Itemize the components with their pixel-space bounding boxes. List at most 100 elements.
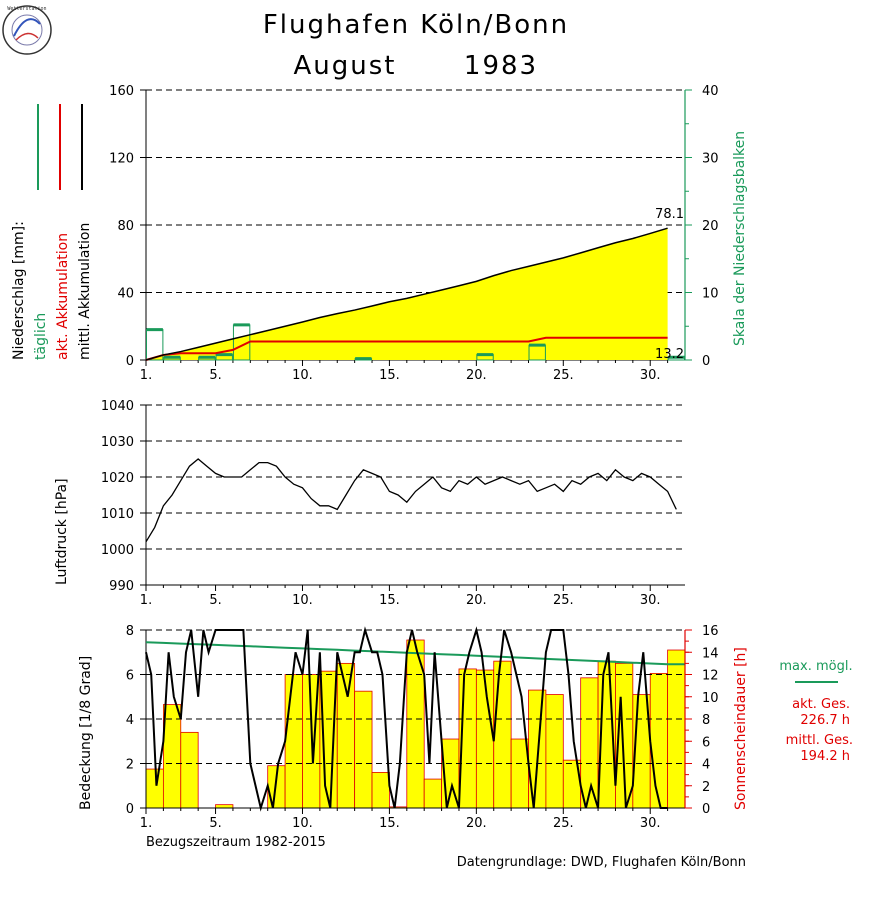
sunshine-bar bbox=[493, 660, 512, 809]
sunshine-panel: 0 2 4 6 8 1. 5. 10. 15. 20. 25. 30. 0 2 4 6 8 10 12 14 16 B… bbox=[78, 624, 853, 831]
pressure-ytick-label: 990 bbox=[109, 579, 134, 594]
sunshine-bar bbox=[545, 694, 564, 809]
cloud-xtick-label: 25. bbox=[553, 816, 574, 831]
sunshine-bar bbox=[423, 778, 442, 809]
mean-accumulation-area bbox=[146, 228, 668, 360]
sunshine-right-tick-label: 14 bbox=[702, 646, 719, 661]
sunshine-bar bbox=[580, 677, 599, 809]
pressure-ytick-label: 1010 bbox=[101, 507, 134, 522]
actual-end-label: 13.2 bbox=[655, 347, 684, 362]
precip-right-tick-label: 40 bbox=[702, 84, 719, 99]
cloud-ytick-label: 2 bbox=[126, 758, 134, 773]
cloud-ytick-label: 0 bbox=[126, 802, 134, 817]
pressure-xtick-label: 25. bbox=[553, 593, 574, 608]
sunshine-right-tick-label: 16 bbox=[702, 624, 719, 639]
sunshine-bar bbox=[649, 672, 669, 809]
legend-mean-total-value: 194.2 h bbox=[800, 749, 850, 764]
pressure-xtick-label: 5. bbox=[209, 593, 221, 608]
sunshine-axis-label: Sonnenscheindauer [h] bbox=[733, 647, 749, 810]
pressure-ytick-label: 1030 bbox=[101, 435, 134, 450]
precip-xtick-label: 10. bbox=[292, 368, 313, 383]
cloud-xtick-label: 10. bbox=[292, 816, 313, 831]
pressure-ytick-label: 1000 bbox=[101, 543, 134, 558]
sunshine-bar bbox=[475, 669, 495, 809]
cloud-xtick-label: 15. bbox=[379, 816, 400, 831]
pressure-panel: 990 1000 1010 1020 1030 1040 1. 5. 10. 15. 20. 25. 3… bbox=[54, 399, 685, 608]
precip-xtick-label: 20. bbox=[466, 368, 487, 383]
pressure-xtick-label: 30. bbox=[640, 593, 661, 608]
sunshine-right-tick-label: 6 bbox=[702, 735, 710, 750]
precip-ytick-label: 120 bbox=[109, 152, 134, 167]
precip-xtick-label: 15. bbox=[379, 368, 400, 383]
legend-actual-total-value: 226.7 h bbox=[800, 713, 850, 728]
station-logo: Wetterstation bbox=[2, 5, 52, 55]
chart-title: Flughafen Köln/Bonn bbox=[263, 10, 569, 40]
sunshine-right-tick-label: 0 bbox=[702, 802, 710, 817]
legend-daily: täglich bbox=[33, 313, 49, 360]
title-year: 1983 bbox=[464, 51, 538, 81]
precip-ytick-label: 0 bbox=[126, 354, 134, 369]
pressure-ytick-label: 1020 bbox=[101, 471, 134, 486]
precip-right-tick-label: 0 bbox=[702, 354, 710, 369]
precip-right-tick-label: 30 bbox=[702, 152, 719, 167]
pressure-xtick-label: 20. bbox=[466, 593, 487, 608]
sunshine-bar bbox=[284, 674, 303, 809]
legend-actual-total-label: akt. Ges. bbox=[792, 697, 850, 712]
cloud-cover-line bbox=[145, 626, 668, 812]
logo-text: Wetterstation bbox=[7, 6, 46, 12]
actual-accumulation-line bbox=[145, 336, 668, 361]
sunshine-bar bbox=[145, 768, 164, 809]
precipitation-panel: 0 40 80 120 160 1. 5. 10. 15. 20. 25. 30. 0 10 20 30 40… bbox=[11, 84, 748, 383]
legend-mean-accum: mittl. Akkumulation bbox=[77, 223, 93, 360]
precip-xtick-label: 1. bbox=[140, 368, 152, 383]
precip-xtick-label: 25. bbox=[553, 368, 574, 383]
sunshine-right-tick-label: 10 bbox=[702, 691, 719, 706]
precip-xtick-label: 5. bbox=[209, 368, 221, 383]
precip-right-tick-label: 10 bbox=[702, 287, 719, 302]
precip-ytick-label: 40 bbox=[117, 287, 134, 302]
sunshine-bar bbox=[371, 772, 390, 809]
sunshine-right-tick-label: 12 bbox=[702, 669, 719, 684]
sunshine-bar bbox=[162, 704, 182, 809]
data-source: Datengrundlage: DWD, Flughafen Köln/Bonn bbox=[457, 855, 746, 870]
mean-accumulation-line bbox=[145, 227, 668, 361]
sunshine-bar bbox=[215, 804, 234, 809]
precip-ytick-label: 80 bbox=[117, 219, 134, 234]
precip-ytick-label: 160 bbox=[109, 84, 134, 99]
precip-xtick-label: 30. bbox=[640, 368, 661, 383]
pressure-xtick-label: 10. bbox=[292, 593, 313, 608]
sunshine-bar bbox=[667, 649, 686, 809]
sunshine-bar bbox=[510, 738, 529, 809]
cloud-ytick-label: 4 bbox=[126, 713, 134, 728]
legend-max-possible: max. mögl. bbox=[779, 659, 852, 674]
cloud-xtick-label: 5. bbox=[209, 816, 221, 831]
sunshine-bar bbox=[354, 690, 373, 809]
sunshine-legend: max. mögl. akt. Ges. 226.7 h mittl. Ges.… bbox=[779, 659, 853, 764]
sunshine-bar bbox=[180, 731, 199, 809]
cloud-xtick-label: 20. bbox=[466, 816, 487, 831]
reference-period: Bezugszeitraum 1982-2015 bbox=[146, 835, 326, 850]
pressure-xtick-label: 15. bbox=[379, 593, 400, 608]
precip-legend: Niederschlag [mm]: täglich akt. Akkumula… bbox=[11, 104, 93, 360]
sunshine-right-tick-label: 4 bbox=[702, 758, 710, 773]
cloud-ytick-label: 8 bbox=[126, 624, 134, 639]
cloud-axis-label: Bedeckung [1/8 Grad] bbox=[78, 656, 94, 810]
max-possible-sunshine-line bbox=[145, 641, 685, 666]
sunshine-right-tick-label: 2 bbox=[702, 780, 710, 795]
pressure-line bbox=[145, 458, 677, 543]
pressure-axis-label: Luftdruck [hPa] bbox=[54, 478, 70, 585]
cloud-xtick-label: 1. bbox=[140, 816, 152, 831]
legend-actual-accum: akt. Akkumulation bbox=[55, 233, 71, 360]
cloud-xtick-label: 30. bbox=[640, 816, 661, 831]
title-month: August bbox=[294, 51, 397, 81]
sunshine-right-tick-label: 8 bbox=[702, 713, 710, 728]
precip-axis-label: Niederschlag [mm]: bbox=[11, 221, 27, 360]
bar-scale-label: Skala der Niederschlagsbalken bbox=[732, 131, 748, 346]
cloud-ytick-label: 6 bbox=[126, 669, 134, 684]
pressure-xtick-label: 1. bbox=[140, 593, 152, 608]
pressure-ytick-label: 1040 bbox=[101, 399, 134, 414]
legend-mean-total-label: mittl. Ges. bbox=[786, 733, 853, 748]
mean-end-label: 78.1 bbox=[655, 207, 684, 222]
precip-right-tick-label: 20 bbox=[702, 219, 719, 234]
